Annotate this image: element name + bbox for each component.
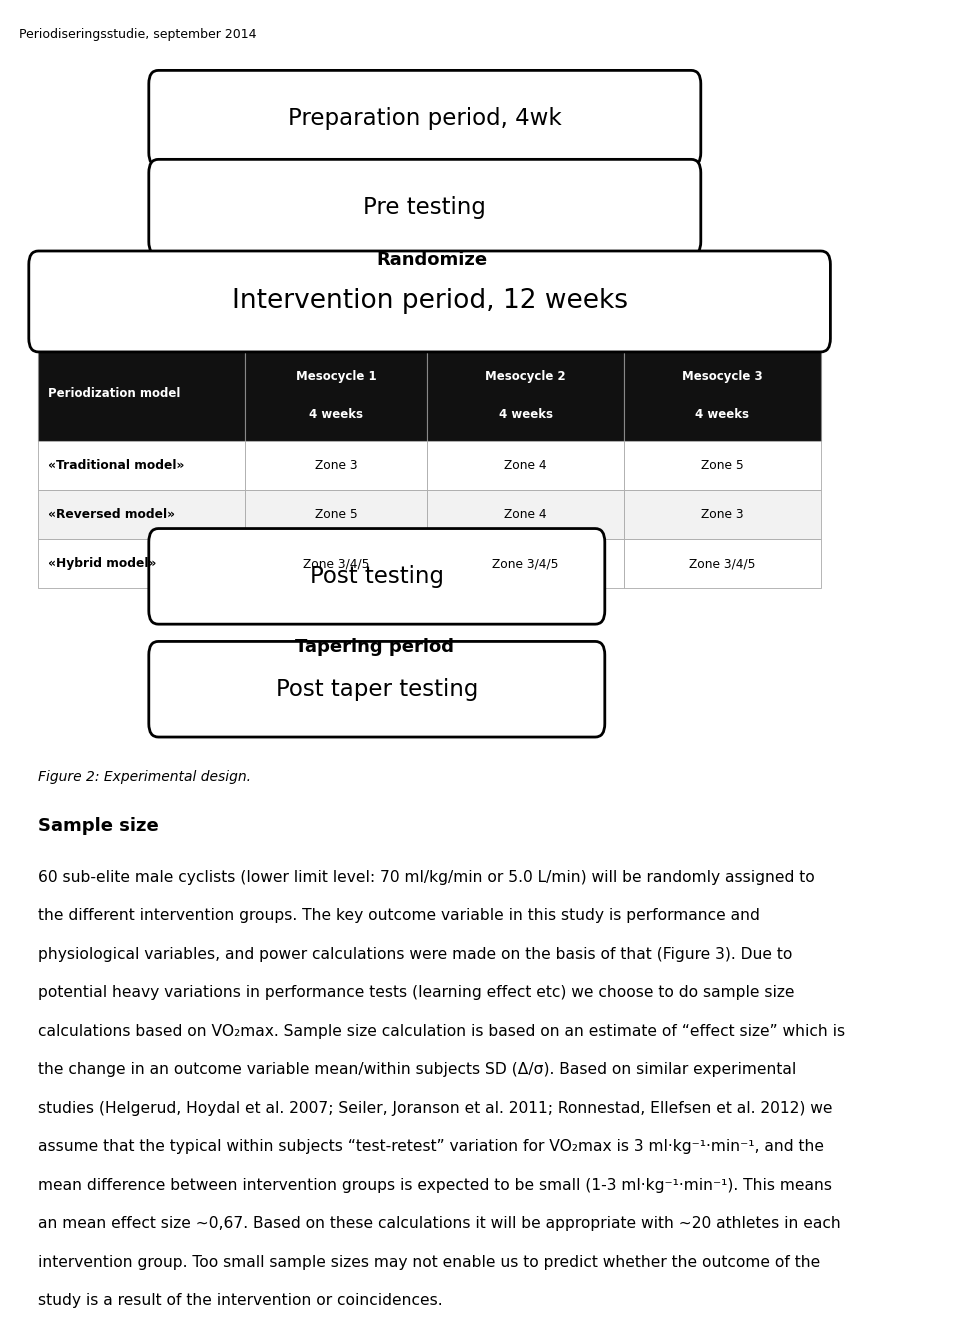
Text: physiological variables, and power calculations were made on the basis of that (: physiological variables, and power calcu… <box>38 947 793 961</box>
Text: the different intervention groups. The key outcome variable in this study is per: the different intervention groups. The k… <box>38 908 760 923</box>
FancyBboxPatch shape <box>149 70 701 166</box>
Text: Zone 3: Zone 3 <box>315 459 357 471</box>
Text: Preparation period, 4wk: Preparation period, 4wk <box>288 106 562 130</box>
Text: 4 weeks: 4 weeks <box>498 408 553 421</box>
Text: Randomize: Randomize <box>376 251 488 270</box>
Text: intervention group. Too small sample sizes may not enable us to predict whether : intervention group. Too small sample siz… <box>38 1255 821 1270</box>
Text: 60 sub-elite male cyclists (lower limit level: 70 ml/kg/min or 5.0 L/min) will b: 60 sub-elite male cyclists (lower limit … <box>38 870 815 884</box>
FancyBboxPatch shape <box>149 641 605 737</box>
Text: mean difference between intervention groups is expected to be small (1-3 ml·kg⁻¹: mean difference between intervention gro… <box>38 1178 832 1193</box>
Text: «Hybrid model»: «Hybrid model» <box>48 558 156 570</box>
Text: Intervention period, 12 weeks: Intervention period, 12 weeks <box>231 288 628 315</box>
Bar <box>38 539 245 588</box>
Text: Zone 4: Zone 4 <box>504 509 547 521</box>
Bar <box>427 441 624 490</box>
Text: potential heavy variations in performance tests (learning effect etc) we choose : potential heavy variations in performanc… <box>38 985 795 1000</box>
Text: Zone 5: Zone 5 <box>701 459 744 471</box>
FancyBboxPatch shape <box>149 529 605 624</box>
Text: Zone 3/4/5: Zone 3/4/5 <box>492 558 559 570</box>
Bar <box>38 345 245 441</box>
Text: Post testing: Post testing <box>310 564 444 588</box>
Text: calculations based on VO₂max. Sample size calculation is based on an estimate of: calculations based on VO₂max. Sample siz… <box>38 1024 846 1038</box>
Bar <box>38 490 245 539</box>
FancyBboxPatch shape <box>149 159 701 255</box>
Bar <box>245 441 427 490</box>
Text: Periodization model: Periodization model <box>48 386 180 400</box>
Bar <box>624 539 821 588</box>
Bar <box>245 345 427 441</box>
Bar <box>427 539 624 588</box>
Text: Sample size: Sample size <box>38 817 159 835</box>
Text: Mesocycle 3: Mesocycle 3 <box>683 371 762 384</box>
Text: the change in an outcome variable mean/within subjects SD (Δ/σ). Based on simila: the change in an outcome variable mean/w… <box>38 1062 797 1077</box>
Text: Periodiseringsstudie, september 2014: Periodiseringsstudie, september 2014 <box>19 28 256 41</box>
Text: 4 weeks: 4 weeks <box>695 408 750 421</box>
Bar <box>38 441 245 490</box>
Text: assume that the typical within subjects “test-retest” variation for VO₂max is 3 : assume that the typical within subjects … <box>38 1139 825 1154</box>
Bar <box>624 345 821 441</box>
Bar <box>245 490 427 539</box>
FancyBboxPatch shape <box>29 251 830 352</box>
Bar <box>427 345 624 441</box>
Text: Zone 5: Zone 5 <box>315 509 357 521</box>
Text: «Reversed model»: «Reversed model» <box>48 509 175 521</box>
Text: an mean effect size ~0,67. Based on these calculations it will be appropriate wi: an mean effect size ~0,67. Based on thes… <box>38 1216 841 1231</box>
Text: study is a result of the intervention or coincidences.: study is a result of the intervention or… <box>38 1293 443 1308</box>
Text: Mesocycle 2: Mesocycle 2 <box>486 371 565 384</box>
Text: Zone 3/4/5: Zone 3/4/5 <box>689 558 756 570</box>
Text: Post taper testing: Post taper testing <box>276 677 478 701</box>
Bar <box>624 441 821 490</box>
Bar <box>427 490 624 539</box>
Text: Pre testing: Pre testing <box>364 195 486 219</box>
Text: Tapering period: Tapering period <box>295 637 454 656</box>
Text: Zone 3/4/5: Zone 3/4/5 <box>302 558 370 570</box>
Text: Mesocycle 1: Mesocycle 1 <box>296 371 376 384</box>
Bar <box>245 539 427 588</box>
Text: Zone 3: Zone 3 <box>701 509 744 521</box>
Bar <box>624 490 821 539</box>
Text: «Traditional model»: «Traditional model» <box>48 459 184 471</box>
Text: studies (Helgerud, Hoydal et al. 2007; Seiler, Joranson et al. 2011; Ronnestad, : studies (Helgerud, Hoydal et al. 2007; S… <box>38 1101 833 1116</box>
Text: Figure 2: Experimental design.: Figure 2: Experimental design. <box>38 770 252 785</box>
Text: Zone 4: Zone 4 <box>504 459 547 471</box>
Text: 4 weeks: 4 weeks <box>309 408 363 421</box>
